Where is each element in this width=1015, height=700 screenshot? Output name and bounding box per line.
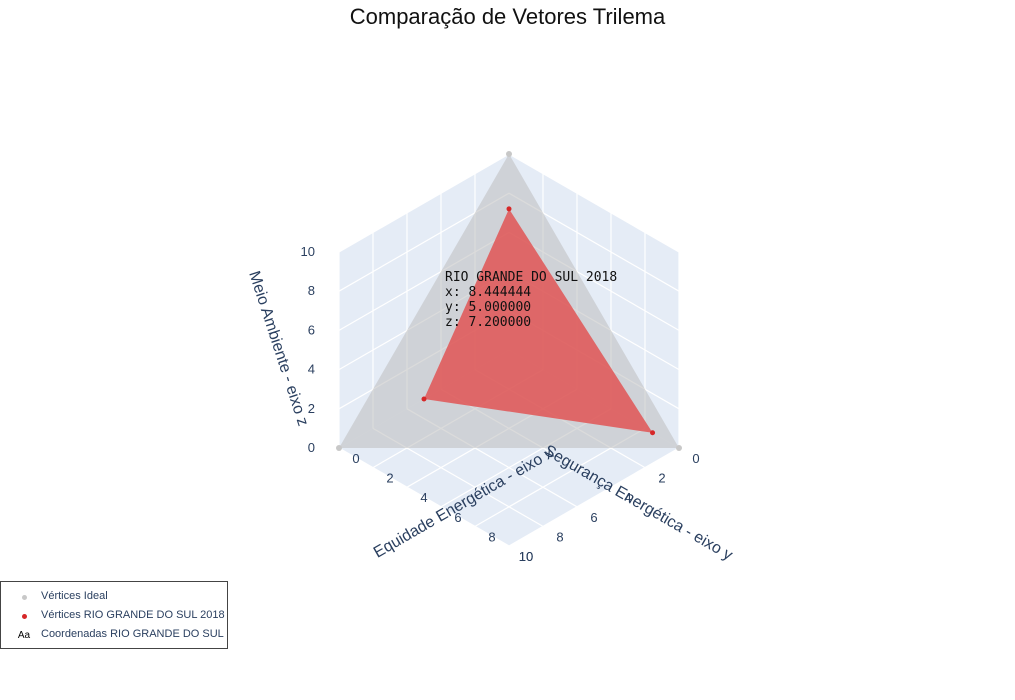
z-axis-title: Meio Ambiente - eixo z bbox=[245, 269, 311, 428]
y-tick-label: 10 bbox=[519, 549, 533, 564]
z-tick-label: 2 bbox=[308, 401, 315, 416]
rs-2018-vertex-point[interactable] bbox=[506, 206, 512, 212]
y-tick-label: 0 bbox=[692, 451, 699, 466]
y-tick-label: 2 bbox=[658, 471, 665, 486]
x-tick-label: 8 bbox=[488, 529, 495, 544]
y-tick-label: 4 bbox=[624, 490, 631, 505]
coordinates-annotation-line: x: 8.444444 bbox=[445, 285, 531, 300]
ideal-vertex-point[interactable] bbox=[336, 445, 342, 451]
ideal-vertex-point[interactable] bbox=[676, 445, 682, 451]
rs-2018-vertex-point[interactable] bbox=[650, 430, 656, 436]
y-tick-label: 8 bbox=[556, 529, 563, 544]
legend-label-coords: Coordenadas RIO GRANDE DO SUL bbox=[41, 628, 224, 640]
coordinates-annotation-line: y: 5.000000 bbox=[445, 300, 531, 315]
z-tick-label: 10 bbox=[301, 244, 315, 259]
y-tick-label: 6 bbox=[590, 510, 597, 525]
x-tick-label: 2 bbox=[386, 471, 393, 486]
rs-2018-vertex-point[interactable] bbox=[421, 396, 427, 402]
legend-item-coords[interactable]: Aa Coordenadas RIO GRANDE DO SUL bbox=[1, 626, 229, 644]
x-tick-label: 6 bbox=[454, 510, 461, 525]
legend: Vértices Ideal Vértices RIO GRANDE DO SU… bbox=[0, 581, 228, 649]
coordinates-annotation-line: z: 7.200000 bbox=[445, 315, 531, 330]
legend-label-ideal: Vértices Ideal bbox=[41, 590, 108, 602]
gridline-xy-y bbox=[338, 447, 510, 547]
rs-dot-icon bbox=[21, 613, 27, 619]
x-tick-label: 0 bbox=[352, 451, 359, 466]
gridline-yz-z bbox=[338, 153, 510, 253]
legend-marker-ideal bbox=[17, 588, 31, 606]
legend-marker-coords: Aa bbox=[17, 626, 31, 644]
gridline-xz-z bbox=[508, 153, 680, 253]
legend-label-rs-2018: Vértices RIO GRANDE DO SUL 2018 bbox=[41, 609, 225, 621]
z-tick-label: 6 bbox=[308, 322, 315, 337]
legend-item-ideal[interactable]: Vértices Ideal bbox=[1, 588, 229, 606]
x-tick-label: 10 bbox=[519, 549, 533, 564]
chart-title: Comparação de Vetores Trilema bbox=[349, 4, 666, 29]
z-tick-label: 4 bbox=[308, 362, 315, 377]
coordinates-annotation-line: RIO GRANDE DO SUL 2018 bbox=[445, 270, 617, 285]
legend-item-rs-2018[interactable]: Vértices RIO GRANDE DO SUL 2018 bbox=[1, 607, 229, 625]
ideal-vertex-point[interactable] bbox=[506, 151, 512, 157]
x-tick-label: 4 bbox=[420, 490, 427, 505]
text-marker-icon: Aa bbox=[17, 629, 31, 641]
legend-marker-rs-2018 bbox=[17, 607, 31, 625]
ideal-dot-icon bbox=[21, 594, 27, 600]
z-tick-label: 0 bbox=[308, 440, 315, 455]
z-tick-label: 8 bbox=[308, 283, 315, 298]
rs-2018-triangle-surface[interactable] bbox=[424, 208, 653, 433]
gridline-xy-x bbox=[508, 447, 680, 547]
